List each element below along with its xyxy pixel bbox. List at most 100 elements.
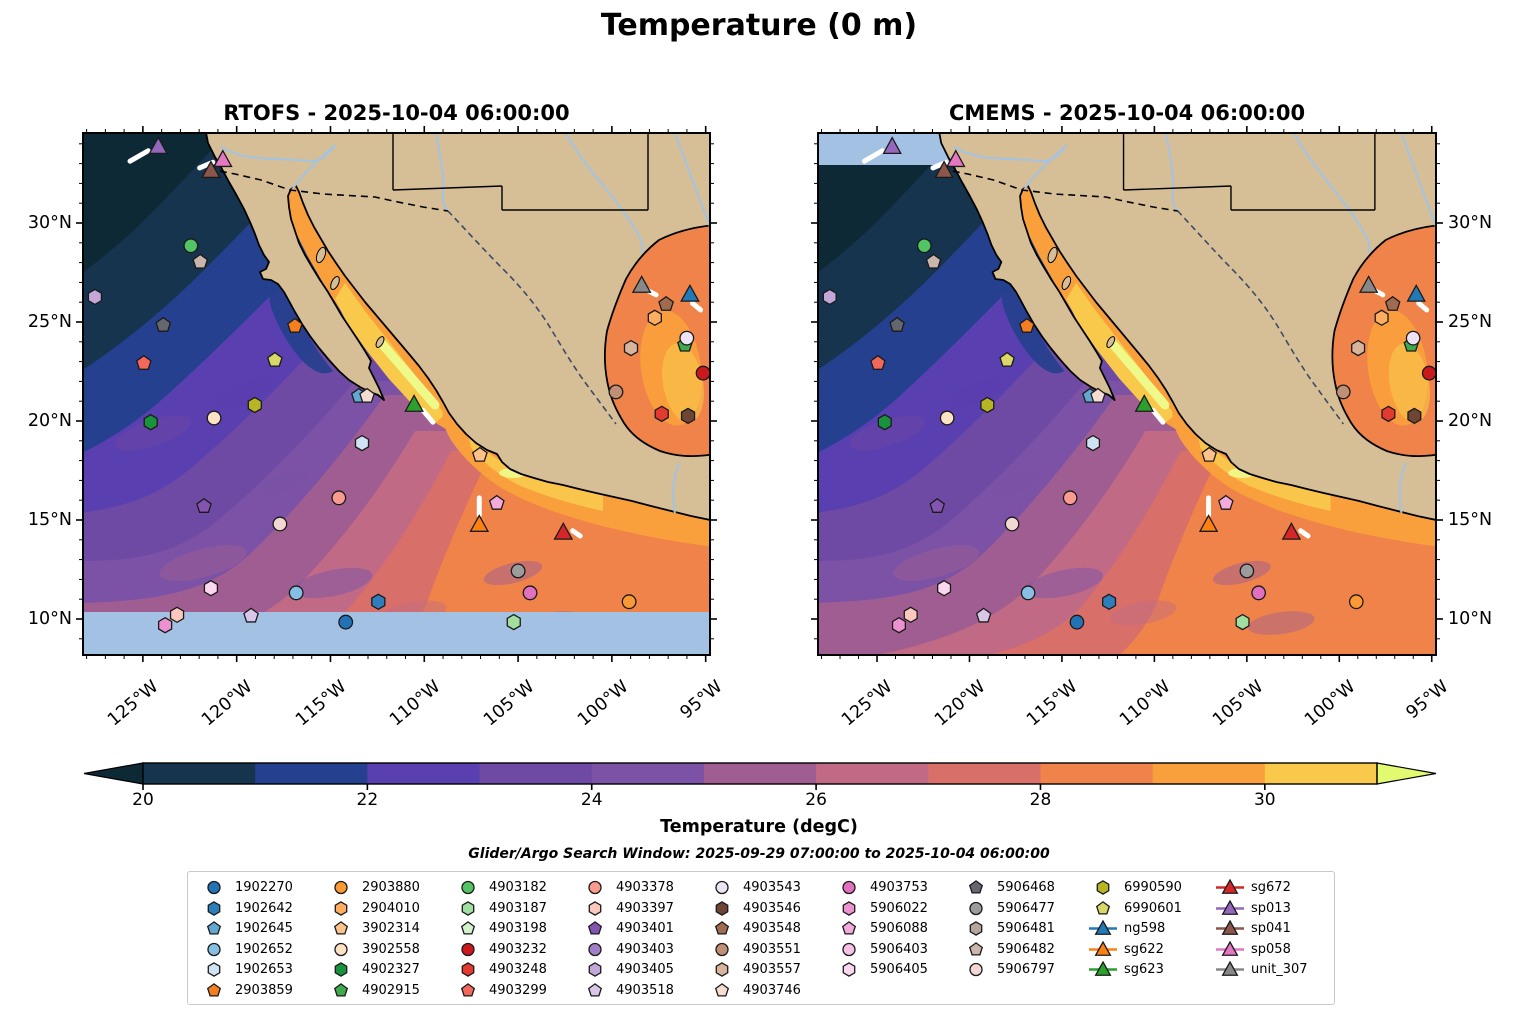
legend-item-1902270: 1902270 (198, 877, 293, 898)
map-canvas (818, 133, 1436, 655)
legend-label: 4903557 (743, 962, 801, 978)
legend-label: 5906468 (997, 880, 1055, 895)
axis-tick-marks (811, 126, 1443, 662)
legend-item-5906482: 5906482 (960, 939, 1055, 960)
river (953, 144, 1068, 163)
legend-glyph-4903182 (461, 880, 475, 895)
lon-tick-label: 100°W (574, 676, 633, 731)
legend-item-4903753: 4903753 (833, 877, 928, 898)
lon-tick-label: 95°W (1402, 676, 1453, 724)
marker-3902314 (1201, 446, 1217, 462)
marker-4903299 (135, 354, 152, 370)
marker-sg672 (1281, 522, 1302, 540)
legend-glyph-6990601 (1095, 900, 1111, 915)
sst-eddy (258, 470, 308, 496)
island (1061, 275, 1072, 291)
marker-2903859 (287, 317, 303, 333)
marker-ng598 (680, 283, 700, 302)
legend-glyph-5906022 (842, 900, 856, 916)
marker-4903232 (695, 365, 710, 381)
legend-label: sp058 (1251, 941, 1291, 957)
us-mexico-border (207, 168, 449, 212)
legend-item-4903182: 4903182 (452, 877, 547, 898)
triangle-marker-icon (1089, 961, 1117, 977)
marker-4903746 (359, 387, 375, 403)
marker-2903880 (621, 594, 637, 610)
map-frame (817, 132, 1437, 656)
glider-track (689, 300, 704, 313)
marker-5906022 (891, 616, 907, 634)
map-cmems (811, 126, 1443, 662)
marker-5906088 (1218, 494, 1234, 510)
no-data-band-bottom (83, 612, 710, 655)
legend-label: sg672 (1251, 880, 1291, 895)
marker-5906482 (925, 253, 942, 269)
marker-ng598 (1406, 283, 1426, 302)
marker-5906477 (1239, 563, 1255, 579)
hexagon-marker-icon (842, 900, 856, 916)
marker-4903405 (822, 288, 837, 306)
legend-glyph-1902653 (207, 962, 221, 978)
land-north-america (205, 133, 710, 521)
legend-item-sp013: sp013 (1214, 898, 1291, 919)
lon-tick-label: 105°W (480, 676, 539, 731)
legend-label: 4903543 (743, 880, 801, 895)
legend-glyph-4903405 (588, 962, 602, 978)
legend-item-1902653: 1902653 (198, 959, 293, 980)
glider-track (570, 528, 583, 539)
state-border (392, 185, 503, 191)
legend-item-5906797: 5906797 (960, 959, 1055, 980)
legend-glyph-5906405 (842, 962, 856, 978)
sst-eddy (893, 545, 980, 581)
legend-label: 4903397 (616, 900, 674, 916)
legend-glyph-sp041 (1221, 920, 1239, 936)
marker-4903401 (196, 497, 212, 513)
legend-item-5906022: 5906022 (833, 898, 928, 919)
colorbar-tick-label: 24 (580, 790, 603, 810)
triangle-marker-icon (1216, 961, 1244, 977)
legend-item-1902642: 1902642 (198, 898, 293, 919)
legend-item-6990601: 6990601 (1087, 898, 1182, 919)
pentagon-marker-icon (968, 880, 984, 894)
sst-eddy (114, 415, 192, 451)
circle-marker-icon (842, 880, 856, 895)
glider-track (861, 148, 885, 164)
legend-item-4903546: 4903546 (706, 898, 801, 919)
legend-glyph-ng598 (1094, 920, 1112, 936)
legend-item-sp041: sp041 (1214, 918, 1291, 939)
legend-label: 3902558 (362, 941, 420, 957)
legend-label: ng598 (1124, 921, 1166, 937)
legend-glyph-unit_307 (1221, 961, 1239, 977)
marker-2903880 (1348, 594, 1364, 610)
legend-item-1902645: 1902645 (198, 918, 293, 939)
marker-sg623 (1134, 394, 1155, 412)
legend-glyph-4903557 (715, 962, 729, 978)
colorbar-label: Temperature (degC) (660, 817, 858, 837)
triangle-marker-icon (1216, 899, 1244, 915)
colorbar-tick-label: 30 (1253, 790, 1276, 810)
river (220, 144, 336, 163)
sst-eddy (990, 470, 1040, 496)
land-north-america (938, 133, 1436, 521)
hexagon-marker-icon (461, 962, 475, 978)
legend-label: 4903518 (616, 983, 674, 998)
glider-track (1298, 528, 1311, 539)
marker-4903746 (1090, 387, 1106, 403)
marker-2903859 (1019, 317, 1035, 333)
hexagon-marker-icon (1096, 880, 1110, 895)
legend-label: 4903182 (489, 880, 547, 895)
axis-tick-marks (76, 126, 717, 662)
map-frame (82, 132, 711, 656)
colorbar (83, 762, 1437, 790)
legend-item-2904010: 2904010 (325, 898, 420, 919)
legend-item-sp058: sp058 (1214, 939, 1291, 960)
legend-item-6990590: 6990590 (1087, 877, 1182, 898)
coastal-warm-strip (1172, 405, 1436, 547)
legend-item-4903405: 4903405 (579, 959, 674, 980)
glider-track (1416, 300, 1430, 313)
marker-1902652 (1020, 585, 1036, 601)
island (330, 275, 340, 291)
coastal-warm-strip (442, 405, 710, 547)
legend-label: 4903401 (616, 921, 674, 937)
lon-tick-label: 115°W (292, 676, 351, 731)
